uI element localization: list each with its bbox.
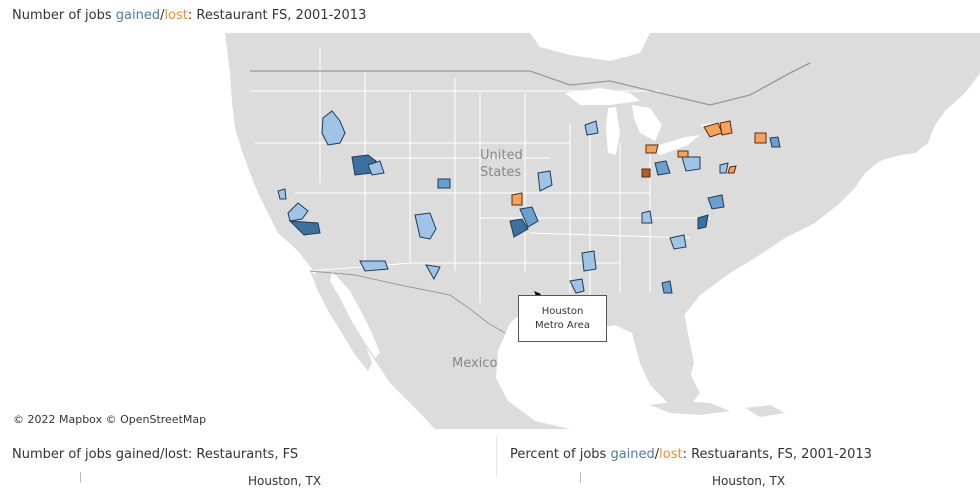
metro-region-seattle[interactable]	[321, 110, 346, 146]
mexico-label: Mexico	[452, 356, 497, 371]
lake-michigan	[606, 107, 620, 155]
lake-superior	[565, 88, 640, 105]
subtitle-gained: gained	[610, 447, 655, 462]
metro-region-boston[interactable]	[769, 136, 781, 148]
metro-region-hartford[interactable]	[754, 132, 767, 144]
lake-huron	[632, 105, 662, 141]
metro-region-indianapolis[interactable]	[654, 160, 671, 176]
hudson-bay	[530, 33, 650, 61]
us-label-line2: States	[480, 165, 521, 180]
metro-region-cleveland[interactable]	[677, 150, 689, 158]
lake-erie	[650, 135, 700, 155]
map-attribution[interactable]: © 2022 Mapbox © OpenStreetMap	[13, 413, 207, 426]
metro-region-albuquerque[interactable]	[414, 212, 437, 240]
title-lost: lost	[164, 8, 188, 23]
metro-regions-lost[interactable]	[511, 120, 767, 206]
houston-callout: Houston Metro Area	[518, 295, 607, 342]
metro-region-cincinnati[interactable]	[681, 156, 701, 172]
baja-peninsula	[310, 271, 372, 371]
metro-region-dallas[interactable]	[509, 218, 529, 238]
metro-region-raleigh[interactable]	[707, 194, 725, 210]
metro-region-tulsa[interactable]	[519, 206, 539, 228]
callout-line1: Houston	[541, 305, 584, 317]
metro-region-jacksonville[interactable]	[661, 280, 673, 294]
us-mexico-border	[309, 270, 506, 334]
gulf-of-california	[330, 271, 380, 358]
metro-region-el-paso[interactable]	[425, 264, 441, 281]
metro-region-nashville[interactable]	[641, 210, 653, 224]
metro-region-louisville[interactable]	[641, 168, 651, 178]
metro-map[interactable]: United States Mexico © 2022 Mapbox © Ope…	[10, 33, 980, 429]
metro-regions[interactable]	[277, 110, 781, 294]
metro-region-rochester[interactable]	[719, 120, 733, 136]
map-title: Number of jobs gained/lost: Restaurant F…	[12, 8, 367, 23]
left-chart-axis	[80, 472, 81, 483]
metro-region-pittsburgh[interactable]	[719, 162, 729, 174]
metro-region-los-angeles[interactable]	[288, 220, 321, 236]
left-chart-label: Houston, TX	[248, 474, 322, 488]
metro-region-atlanta[interactable]	[669, 234, 687, 250]
cuba	[650, 401, 730, 415]
us-canada-border	[250, 62, 811, 106]
us-label-line1: United	[480, 148, 523, 163]
metro-region-charlotte[interactable]	[697, 214, 709, 230]
metro-region-detroit[interactable]	[645, 144, 659, 154]
callout-line2: Metro Area	[535, 319, 590, 331]
metro-region-chicago[interactable]	[584, 120, 599, 136]
metro-region-oklahoma-city[interactable]	[511, 192, 523, 206]
panel-divider	[496, 437, 497, 477]
metro-region-sacramento[interactable]	[277, 188, 287, 200]
metro-region-baltimore[interactable]	[727, 165, 737, 174]
hispaniola	[745, 405, 785, 417]
right-chart-axis	[580, 472, 581, 483]
bottom-left-title: Number of jobs gained/lost: Restaurants,…	[12, 447, 299, 462]
north-america-land	[225, 33, 980, 429]
metro-region-provo[interactable]	[367, 160, 385, 176]
metro-region-denver[interactable]	[437, 178, 451, 189]
metro-region-phoenix[interactable]	[359, 260, 389, 272]
bottom-right-title: Percent of jobs gained/lost: Restuarants…	[510, 447, 872, 462]
title-gained: gained	[115, 8, 161, 23]
metro-region-memphis[interactable]	[581, 250, 597, 272]
subtitle-lost: lost	[659, 447, 683, 462]
florida	[632, 281, 694, 378]
map-canvas[interactable]: United States Mexico	[10, 33, 980, 429]
metro-region-bay-area[interactable]	[287, 202, 309, 222]
metro-region-kansas[interactable]	[537, 170, 553, 192]
right-chart-label: Houston, TX	[712, 474, 786, 488]
metro-region-new-orleans[interactable]	[569, 278, 585, 294]
state-borders	[250, 48, 710, 303]
callout-arrow-head	[534, 291, 541, 298]
